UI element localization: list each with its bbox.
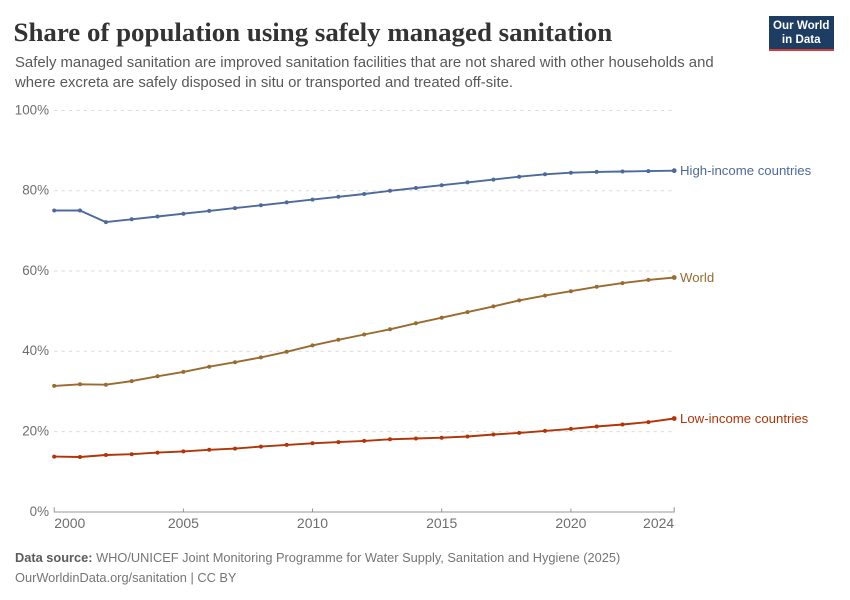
svg-text:60%: 60%	[22, 263, 49, 278]
svg-text:40%: 40%	[22, 343, 49, 358]
svg-text:2000: 2000	[54, 515, 85, 531]
svg-text:2010: 2010	[297, 515, 328, 531]
svg-text:2020: 2020	[555, 515, 586, 531]
svg-text:2024: 2024	[643, 515, 674, 531]
svg-text:2015: 2015	[426, 515, 457, 531]
svg-text:100%: 100%	[15, 102, 49, 117]
svg-text:Low-income countries: Low-income countries	[680, 411, 809, 426]
svg-text:2005: 2005	[168, 515, 199, 531]
svg-text:20%: 20%	[22, 424, 49, 439]
svg-text:80%: 80%	[22, 183, 49, 198]
svg-text:World: World	[680, 270, 714, 285]
svg-text:High-income countries: High-income countries	[680, 163, 812, 178]
svg-text:0%: 0%	[30, 504, 49, 519]
